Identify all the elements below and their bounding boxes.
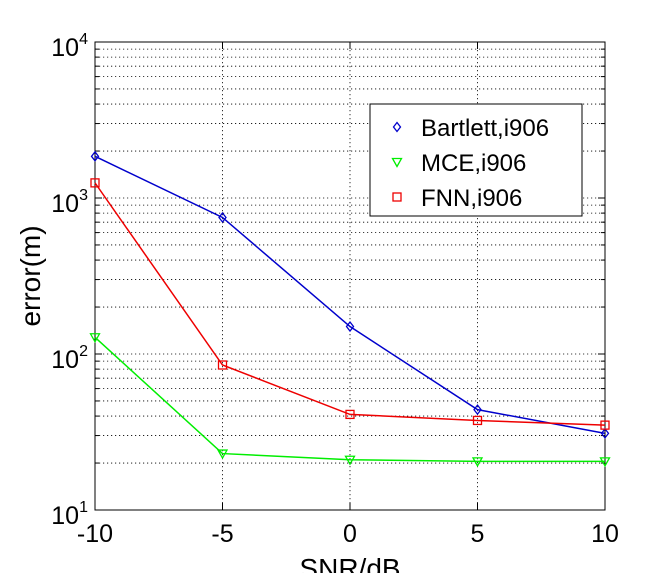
- data-point: [218, 211, 227, 224]
- legend-label: MCE,i906: [421, 150, 526, 177]
- data-point: [216, 449, 229, 460]
- y-axis-label: error(m): [15, 225, 46, 326]
- data-point: [89, 333, 101, 344]
- data-point: [599, 457, 611, 468]
- y-tick-label: 101: [51, 499, 88, 530]
- data-point: [472, 415, 483, 426]
- axis-ticks: -10 -5 0 5 10 101 102 103 104: [51, 31, 619, 548]
- x-tick-label: 5: [471, 520, 485, 548]
- data-point: [473, 404, 482, 416]
- data-point: [345, 320, 355, 333]
- series: [89, 150, 611, 468]
- data-point: [600, 420, 610, 430]
- y-tick-label: 102: [51, 343, 88, 374]
- legend-label: FNN,i906: [421, 185, 522, 212]
- legend-label: Bartlett,i906: [421, 115, 549, 142]
- legend-marker: [391, 157, 403, 168]
- series-line: [94, 182, 606, 426]
- x-axis-label: SNR/dB: [299, 553, 400, 573]
- data-point: [90, 178, 100, 188]
- series-line: [94, 336, 605, 463]
- data-point: [345, 409, 355, 420]
- x-tick-label: -10: [77, 520, 113, 548]
- data-point: [600, 427, 610, 439]
- y-tick-label: 104: [51, 31, 88, 62]
- x-tick-label: -5: [211, 520, 233, 548]
- x-tick-label: 10: [591, 520, 619, 548]
- legend-marker: [392, 192, 402, 202]
- data-point: [344, 455, 356, 466]
- legend-marker: [392, 121, 402, 133]
- data-point: [217, 360, 228, 370]
- x-tick-label: 0: [343, 520, 357, 548]
- legend: Bartlett,i906 MCE,i906 FNN,i906: [369, 103, 583, 217]
- legend-box: [369, 103, 583, 217]
- data-point: [471, 457, 484, 468]
- series-line: [94, 155, 606, 435]
- data-point: [90, 150, 100, 162]
- y-tick-label: 103: [51, 187, 88, 218]
